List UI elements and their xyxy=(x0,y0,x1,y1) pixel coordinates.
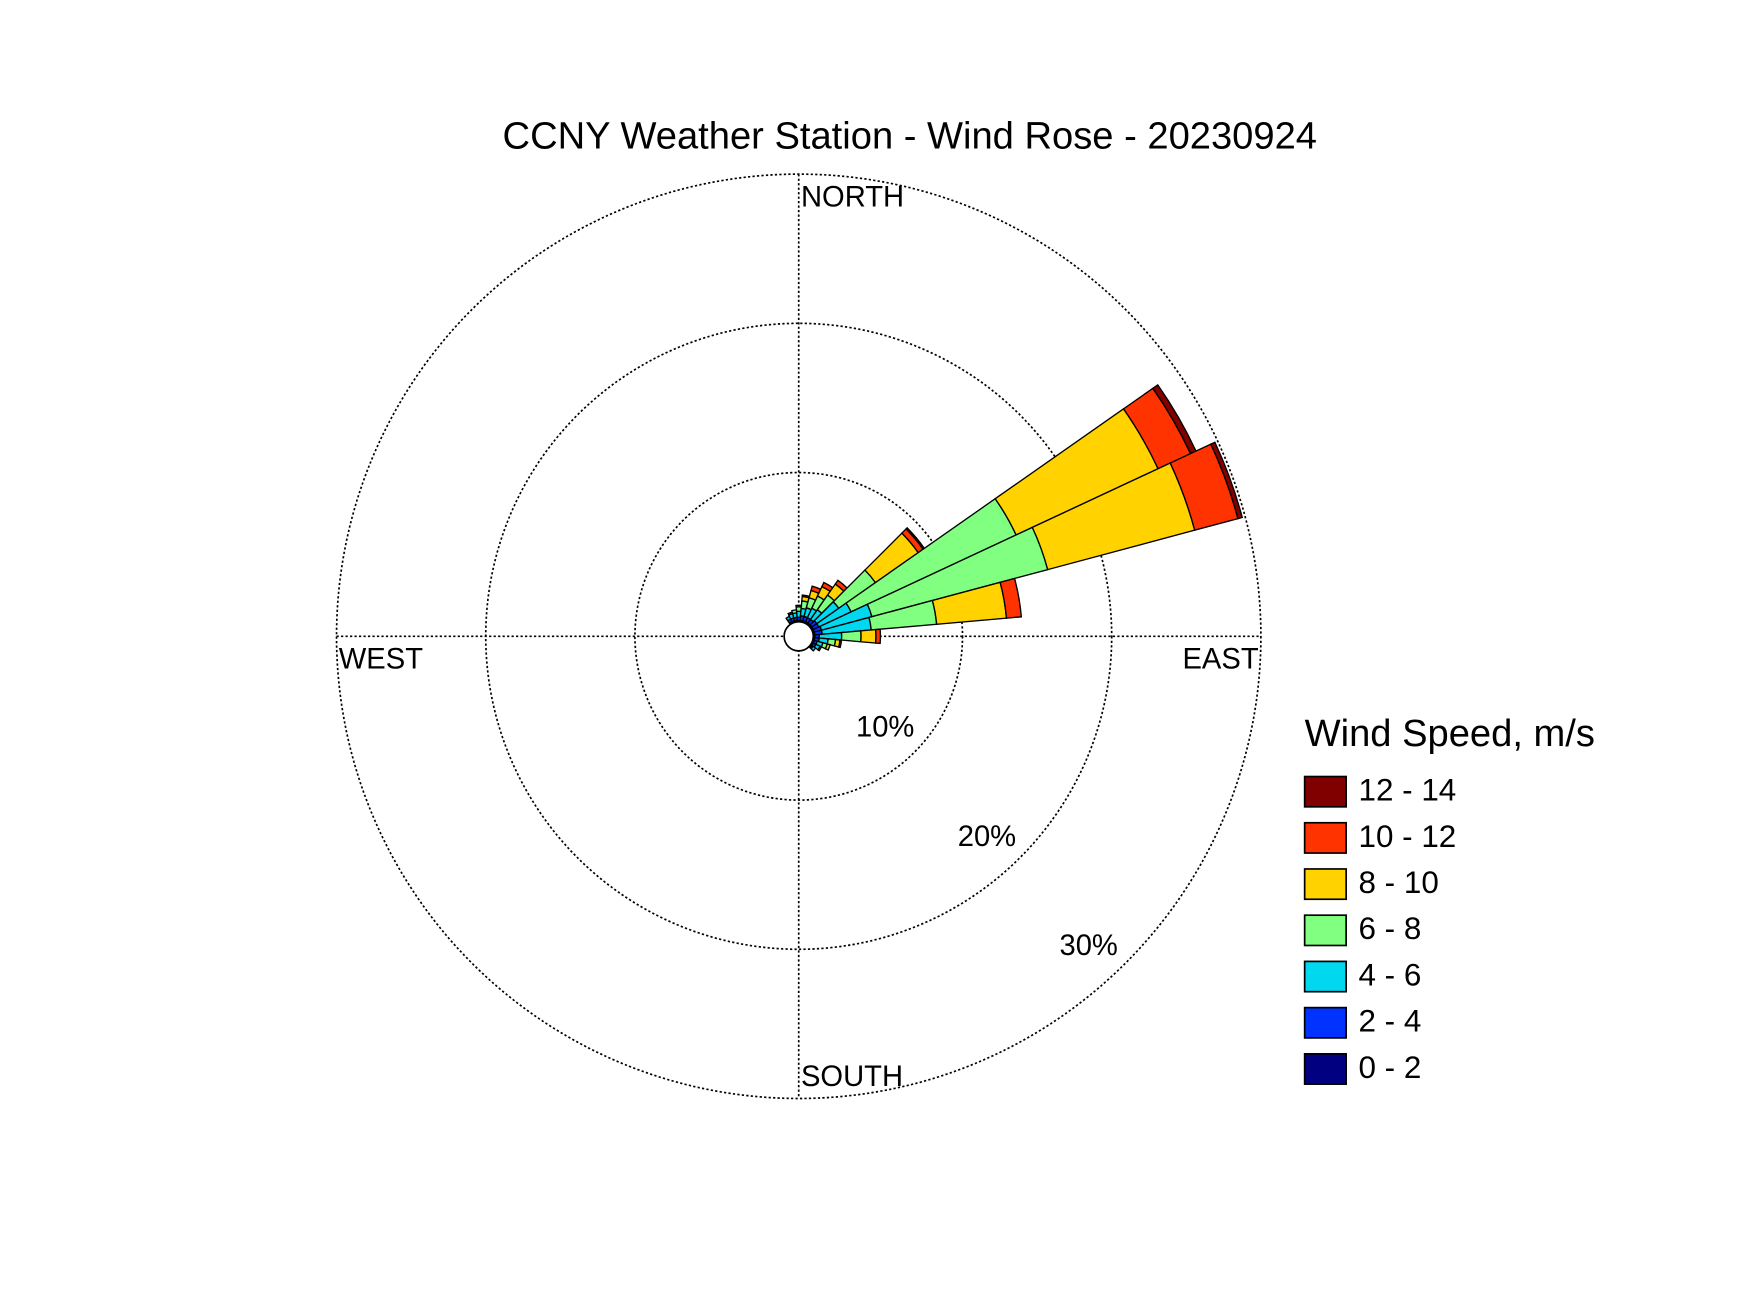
legend-swatch xyxy=(1303,914,1347,947)
center-hole xyxy=(783,620,815,652)
direction-label: WEST xyxy=(339,644,423,676)
legend-swatch xyxy=(1303,775,1347,808)
legend-label: 12 - 14 xyxy=(1358,773,1456,808)
wedge-segment xyxy=(860,628,877,644)
wedge-segment xyxy=(1209,441,1244,520)
legend-swatch xyxy=(1303,1006,1347,1039)
wedge-segment xyxy=(795,604,803,608)
legend-label: 10 - 12 xyxy=(1358,819,1456,854)
wedge-segment xyxy=(999,577,1023,619)
direction-label: SOUTH xyxy=(801,1061,903,1093)
wedge-segment xyxy=(791,609,798,615)
wedge-segment xyxy=(840,630,862,643)
wedge-segment xyxy=(817,645,823,652)
chart-title: CCNY Weather Station - Wind Rose - 20230… xyxy=(503,114,1317,157)
legend-swatch xyxy=(1303,1052,1347,1085)
wedge-segment xyxy=(837,639,843,649)
direction-label: NORTH xyxy=(801,182,904,214)
direction-label: EAST xyxy=(1182,644,1258,676)
ring-label: 30% xyxy=(1059,930,1117,962)
wedge-segment xyxy=(810,645,817,652)
grid-ring xyxy=(634,471,964,801)
legend-label: 8 - 10 xyxy=(1358,865,1438,900)
wedge-segment xyxy=(874,628,882,645)
legend-title: Wind Speed, m/s xyxy=(1305,712,1595,755)
legend-swatch xyxy=(1303,868,1347,901)
ring-label: 10% xyxy=(856,712,914,744)
ring-label: 20% xyxy=(958,821,1016,853)
legend-label: 4 - 6 xyxy=(1358,957,1421,992)
grid-ring xyxy=(335,173,1262,1100)
grid-ring xyxy=(484,322,1113,951)
legend-swatch xyxy=(1303,821,1347,854)
wedge-segment xyxy=(824,643,831,651)
legend-label: 2 - 4 xyxy=(1358,1004,1421,1039)
legend-label: 0 - 2 xyxy=(1358,1050,1421,1085)
legend-swatch xyxy=(1303,960,1347,993)
legend-label: 6 - 8 xyxy=(1358,911,1421,946)
